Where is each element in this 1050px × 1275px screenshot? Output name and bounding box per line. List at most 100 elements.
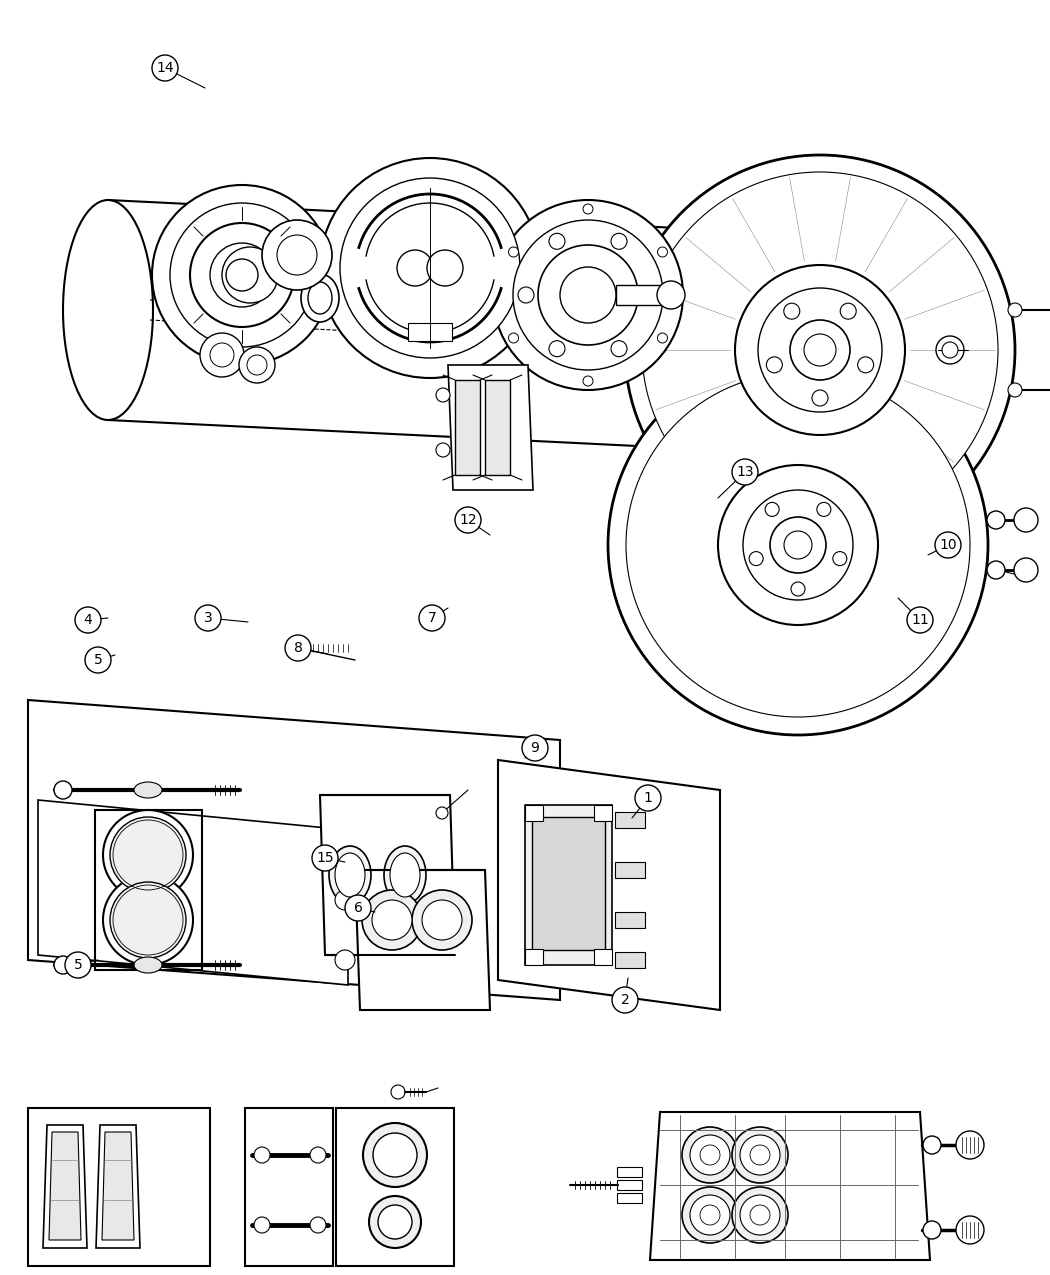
- Circle shape: [611, 340, 627, 357]
- Circle shape: [743, 490, 853, 601]
- Bar: [616, 286, 671, 305]
- Text: 2: 2: [621, 993, 629, 1007]
- Circle shape: [247, 354, 267, 375]
- Circle shape: [1008, 303, 1022, 317]
- Circle shape: [397, 250, 433, 286]
- Circle shape: [690, 1195, 730, 1235]
- Circle shape: [784, 530, 812, 558]
- Circle shape: [345, 895, 371, 921]
- Circle shape: [758, 288, 882, 412]
- Circle shape: [378, 1205, 412, 1239]
- Circle shape: [373, 1133, 417, 1177]
- Bar: [525, 805, 543, 821]
- Circle shape: [608, 354, 988, 734]
- Circle shape: [732, 1187, 788, 1243]
- Circle shape: [362, 890, 422, 950]
- Circle shape: [749, 552, 763, 566]
- Circle shape: [422, 900, 462, 940]
- Circle shape: [833, 552, 847, 566]
- Circle shape: [942, 342, 958, 358]
- Circle shape: [427, 250, 463, 286]
- Circle shape: [508, 333, 519, 343]
- Circle shape: [612, 987, 638, 1014]
- Bar: [615, 862, 645, 878]
- Circle shape: [436, 807, 448, 819]
- Circle shape: [152, 55, 179, 82]
- Text: 5: 5: [74, 958, 82, 972]
- Circle shape: [732, 459, 758, 484]
- Circle shape: [312, 845, 338, 871]
- Circle shape: [750, 1205, 770, 1225]
- Circle shape: [923, 1221, 941, 1239]
- Circle shape: [310, 1148, 326, 1163]
- Circle shape: [538, 245, 638, 346]
- Circle shape: [625, 156, 1015, 544]
- Bar: [615, 812, 645, 827]
- Circle shape: [858, 357, 874, 372]
- Circle shape: [657, 333, 668, 343]
- Circle shape: [626, 374, 970, 717]
- Circle shape: [369, 1196, 421, 1248]
- Circle shape: [436, 388, 450, 402]
- Circle shape: [791, 581, 805, 595]
- Ellipse shape: [301, 274, 339, 323]
- Ellipse shape: [335, 853, 365, 898]
- Bar: [336, 1108, 454, 1266]
- Circle shape: [200, 333, 244, 377]
- Bar: [408, 323, 452, 340]
- Circle shape: [226, 259, 258, 291]
- Circle shape: [522, 734, 548, 761]
- Bar: [617, 1167, 642, 1177]
- Circle shape: [518, 287, 534, 303]
- Circle shape: [494, 200, 682, 390]
- Bar: [594, 805, 612, 821]
- Circle shape: [783, 303, 800, 319]
- Circle shape: [1008, 382, 1022, 397]
- Circle shape: [285, 635, 311, 660]
- Bar: [617, 1179, 642, 1190]
- Circle shape: [657, 247, 668, 258]
- Polygon shape: [96, 1125, 140, 1248]
- Circle shape: [103, 810, 193, 900]
- Polygon shape: [320, 796, 455, 955]
- Ellipse shape: [63, 200, 153, 419]
- Circle shape: [110, 882, 186, 958]
- Circle shape: [934, 532, 961, 558]
- Circle shape: [54, 782, 72, 799]
- Bar: [28, 1108, 210, 1266]
- Circle shape: [766, 357, 782, 372]
- Ellipse shape: [329, 847, 371, 904]
- Circle shape: [54, 956, 72, 974]
- Circle shape: [770, 516, 826, 572]
- Circle shape: [682, 1187, 738, 1243]
- Bar: [615, 912, 645, 928]
- Text: 12: 12: [459, 513, 477, 527]
- Circle shape: [254, 1148, 270, 1163]
- Circle shape: [85, 646, 111, 673]
- Ellipse shape: [308, 282, 332, 314]
- Circle shape: [277, 235, 317, 275]
- Text: 14: 14: [156, 61, 174, 75]
- Bar: [245, 1108, 333, 1266]
- Circle shape: [210, 244, 274, 307]
- Bar: [455, 380, 480, 476]
- Circle shape: [936, 337, 964, 363]
- Circle shape: [700, 1205, 720, 1225]
- Circle shape: [391, 1085, 405, 1099]
- Polygon shape: [498, 760, 720, 1010]
- Circle shape: [812, 390, 828, 405]
- Circle shape: [642, 287, 658, 303]
- Text: 13: 13: [736, 465, 754, 479]
- Circle shape: [103, 875, 193, 965]
- Polygon shape: [355, 870, 490, 1010]
- Circle shape: [508, 247, 519, 258]
- Text: 9: 9: [530, 741, 540, 755]
- Circle shape: [335, 890, 355, 910]
- Text: 11: 11: [911, 613, 929, 627]
- Text: 7: 7: [427, 611, 437, 625]
- Circle shape: [682, 1127, 738, 1183]
- Circle shape: [363, 1123, 427, 1187]
- Polygon shape: [102, 1132, 134, 1241]
- Circle shape: [152, 185, 332, 365]
- Circle shape: [75, 607, 101, 632]
